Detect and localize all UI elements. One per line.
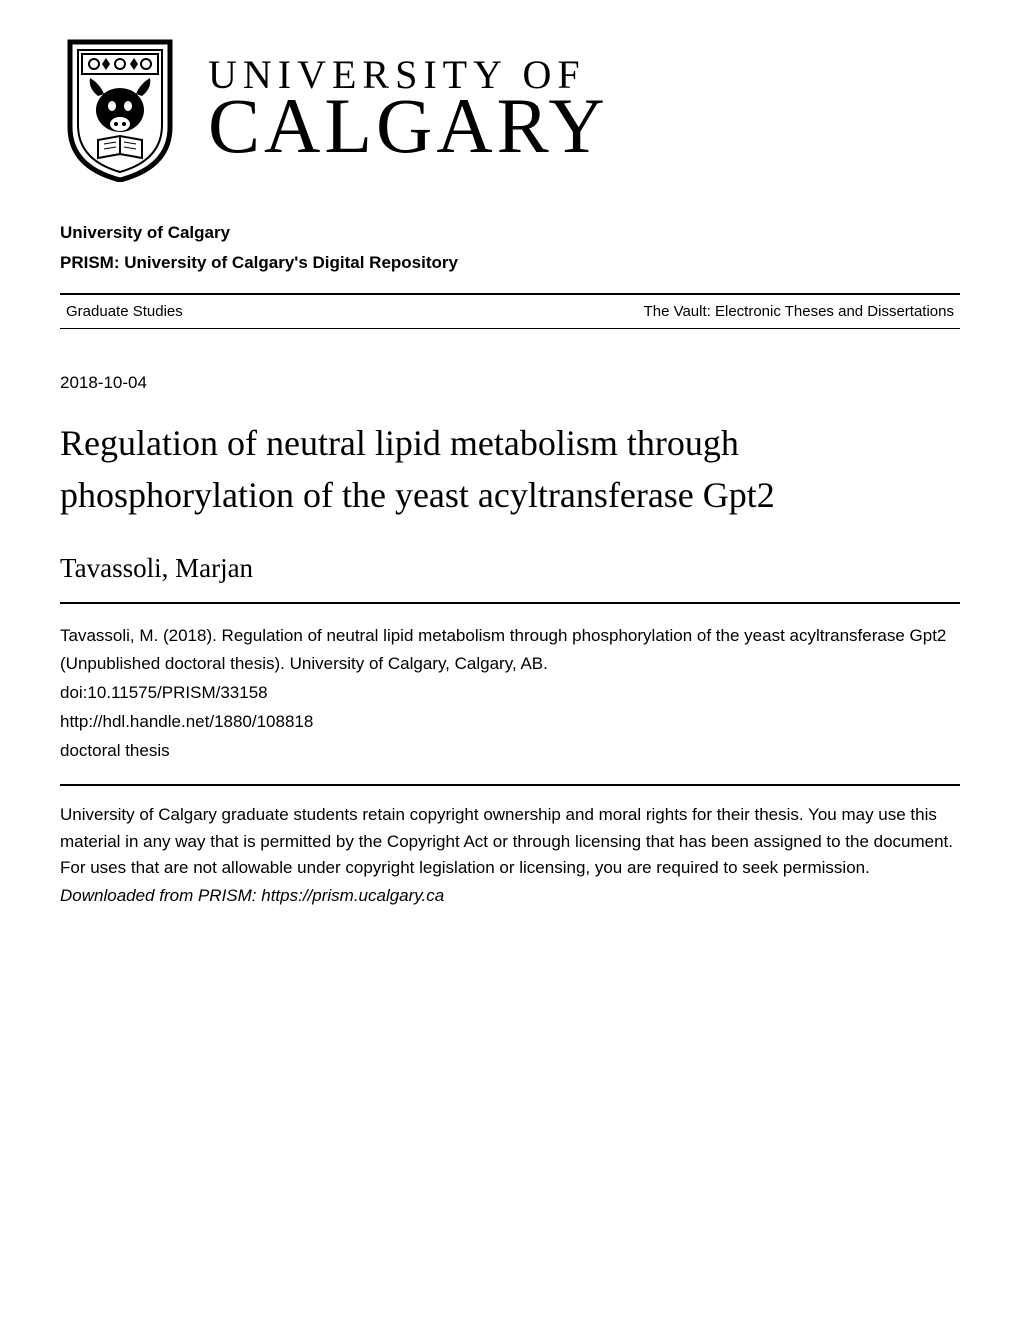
repository-name: PRISM: University of Calgary's Digital R… bbox=[60, 253, 960, 273]
doi-text: doi:10.11575/PRISM/33158 bbox=[60, 679, 960, 706]
shield-icon bbox=[60, 32, 180, 187]
collection-left: Graduate Studies bbox=[66, 303, 183, 320]
meta-row: Graduate Studies The Vault: Electronic T… bbox=[60, 295, 960, 328]
wordmark-line2: CALGARY bbox=[208, 87, 609, 165]
document-type: doctoral thesis bbox=[60, 737, 960, 764]
downloaded-from: Downloaded from PRISM: https://prism.uca… bbox=[60, 883, 960, 909]
header-logo-block: UNIVERSITY OF CALGARY bbox=[60, 32, 960, 187]
institution-name: University of Calgary bbox=[60, 223, 960, 243]
document-title: Regulation of neutral lipid metabolism t… bbox=[60, 417, 960, 521]
author-name: Tavassoli, Marjan bbox=[60, 553, 960, 584]
university-wordmark: UNIVERSITY OF CALGARY bbox=[208, 55, 609, 165]
citation-block: Tavassoli, M. (2018). Regulation of neut… bbox=[60, 604, 960, 784]
divider bbox=[60, 328, 960, 329]
publication-date: 2018-10-04 bbox=[60, 373, 960, 393]
copyright-block: University of Calgary graduate students … bbox=[60, 786, 960, 909]
copyright-text: University of Calgary graduate students … bbox=[60, 802, 960, 881]
handle-url: http://hdl.handle.net/1880/108818 bbox=[60, 708, 960, 735]
collection-right: The Vault: Electronic Theses and Dissert… bbox=[644, 303, 954, 320]
citation-text: Tavassoli, M. (2018). Regulation of neut… bbox=[60, 622, 960, 676]
